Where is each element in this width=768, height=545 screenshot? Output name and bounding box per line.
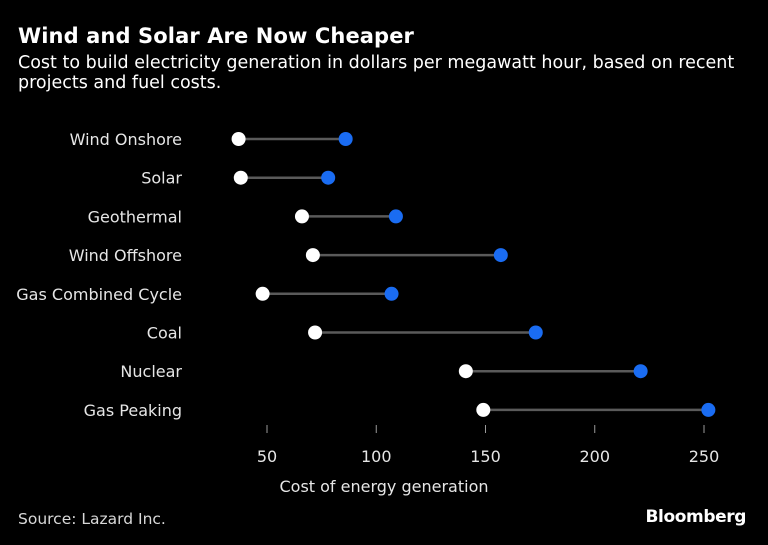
bloomberg-logo: Bloomberg bbox=[645, 507, 746, 527]
chart-title: Wind and Solar Are Now Cheaper bbox=[18, 24, 414, 48]
low-value-dot bbox=[233, 170, 248, 185]
chart-rows: Wind Onshore Solar Geothermal Wind Offshore… bbox=[16, 130, 716, 420]
high-value-dot bbox=[388, 209, 403, 224]
category-label: Wind Offshore bbox=[69, 246, 182, 265]
high-value-dot bbox=[321, 170, 336, 185]
category-label: Geothermal bbox=[88, 207, 182, 226]
category-label: Nuclear bbox=[120, 362, 182, 381]
x-axis-ticks: 50 100 150 200 250 bbox=[257, 425, 719, 466]
low-value-dot bbox=[476, 402, 491, 417]
category-label: Coal bbox=[147, 324, 182, 343]
row-nuclear: Nuclear bbox=[120, 362, 648, 381]
category-label: Solar bbox=[141, 169, 182, 188]
category-label: Wind Onshore bbox=[70, 130, 182, 149]
x-axis-label: Cost of energy generation bbox=[279, 477, 488, 496]
x-tick-label: 250 bbox=[689, 447, 720, 466]
x-tick-label: 50 bbox=[257, 447, 277, 466]
high-value-dot bbox=[338, 132, 353, 146]
row-wind-offshore: Wind Offshore bbox=[69, 246, 508, 265]
row-gas-combined-cycle: Gas Combined Cycle bbox=[16, 285, 399, 304]
high-value-dot bbox=[493, 248, 508, 263]
row-coal: Coal bbox=[147, 324, 543, 343]
source-note: Source: Lazard Inc. bbox=[18, 510, 166, 528]
low-value-dot bbox=[231, 132, 246, 146]
x-tick-label: 150 bbox=[470, 447, 501, 466]
low-value-dot bbox=[305, 248, 320, 263]
row-solar: Solar bbox=[141, 169, 336, 188]
low-value-dot bbox=[308, 325, 323, 340]
chart-subtitle: Cost to build electricity generation in … bbox=[18, 53, 735, 93]
row-gas-peaking: Gas Peaking bbox=[84, 401, 716, 420]
row-wind-onshore: Wind Onshore bbox=[70, 130, 353, 149]
low-value-dot bbox=[255, 286, 270, 301]
category-label: Gas Peaking bbox=[84, 401, 182, 420]
high-value-dot bbox=[528, 325, 543, 340]
high-value-dot bbox=[384, 286, 399, 301]
high-value-dot bbox=[701, 402, 716, 417]
low-value-dot bbox=[294, 209, 309, 224]
low-value-dot bbox=[458, 364, 473, 379]
row-geothermal: Geothermal bbox=[88, 207, 403, 226]
x-tick-label: 100 bbox=[361, 447, 392, 466]
category-label: Gas Combined Cycle bbox=[16, 285, 182, 304]
x-tick-label: 200 bbox=[579, 447, 610, 466]
high-value-dot bbox=[633, 364, 648, 379]
